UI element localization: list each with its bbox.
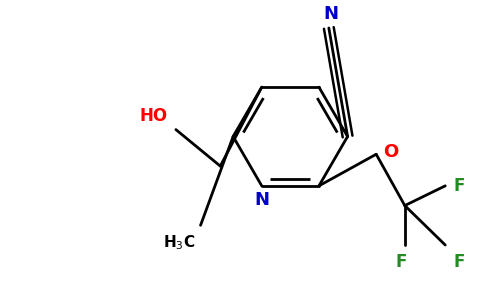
Text: F: F bbox=[453, 253, 465, 271]
Text: O: O bbox=[383, 143, 398, 161]
Text: HO: HO bbox=[140, 107, 168, 125]
Text: N: N bbox=[254, 191, 269, 209]
Text: F: F bbox=[395, 253, 407, 271]
Text: N: N bbox=[323, 5, 338, 23]
Text: H$_3$C: H$_3$C bbox=[163, 233, 196, 252]
Text: F: F bbox=[453, 177, 465, 195]
